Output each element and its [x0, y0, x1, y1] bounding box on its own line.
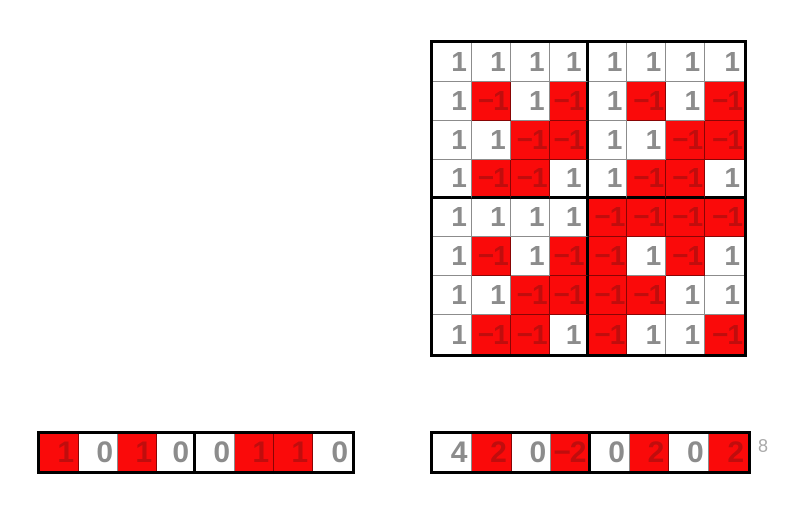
output-vector-cell: 2 — [472, 434, 512, 471]
output-vector-cell: 2 — [708, 434, 748, 471]
matrix-cell: 1 — [705, 43, 744, 82]
matrix-cell: −1 — [510, 120, 550, 160]
matrix-cell: 1 — [666, 315, 706, 354]
matrix-cell: −1 — [705, 315, 744, 354]
matrix-cell: 1 — [471, 198, 511, 238]
matrix-cell: −1 — [510, 276, 550, 316]
matrix-cell: −1 — [705, 81, 744, 121]
input-vector-cell: 1 — [235, 434, 274, 471]
matrix-cell: 1 — [549, 43, 589, 82]
matrix-cell: 1 — [705, 276, 744, 316]
matrix-cell: 1 — [588, 120, 628, 160]
matrix-cell: 1 — [705, 237, 744, 277]
output-vector-cell: −2 — [551, 434, 591, 471]
page-number: 8 — [758, 436, 769, 456]
matrix-cell: 1 — [549, 159, 589, 199]
matrix-cell: −1 — [549, 81, 589, 121]
matrix-cell: −1 — [471, 237, 511, 277]
output-vector-cell: 0 — [590, 434, 630, 471]
input-vector-cell: 1 — [274, 434, 313, 471]
matrix-cell: 1 — [588, 81, 628, 121]
matrix-cell: 1 — [588, 43, 628, 82]
output-vector-cell: 4 — [433, 434, 473, 471]
matrix-cell: 1 — [510, 81, 550, 121]
matrix-cell: −1 — [666, 198, 706, 238]
matrix-cell: 1 — [510, 198, 550, 238]
matrix-cell: 1 — [627, 120, 667, 160]
matrix-cell: −1 — [471, 159, 511, 199]
matrix-cell: −1 — [666, 159, 706, 199]
input-vector-cell: 0 — [313, 434, 352, 471]
matrix-cell: 1 — [510, 237, 550, 277]
matrix-cell: −1 — [588, 276, 628, 316]
matrix-cell: 1 — [666, 276, 706, 316]
input-vector-cell: 1 — [118, 434, 157, 471]
hadamard-matrix-grid: 1 1 1 1 1 1 1 1 1 −1 1 −1 1 −1 1 −1 1 1 −1 −1 1 1 −1 −1 1 −1 −1 1 1−… — [430, 40, 747, 357]
matrix-cell: −1 — [627, 81, 667, 121]
matrix-cell: 1 — [433, 159, 472, 199]
matrix-cell: 1 — [433, 237, 472, 277]
matrix-cell: −1 — [705, 120, 744, 160]
matrix-cell: −1 — [666, 120, 706, 160]
matrix-cell: 1 — [433, 198, 472, 238]
matrix-cell: −1 — [549, 237, 589, 277]
matrix-cell: 1 — [433, 43, 472, 82]
matrix-cell: −1 — [471, 315, 511, 354]
matrix-cell: 1 — [433, 276, 472, 316]
matrix-cell: 1 — [705, 159, 744, 199]
input-vector-cell: 0 — [196, 434, 235, 471]
matrix-cell: 1 — [471, 276, 511, 316]
matrix-cell: 1 — [433, 120, 472, 160]
matrix-cell: −1 — [627, 198, 667, 238]
matrix-cell: −1 — [588, 315, 628, 354]
matrix-cell: −1 — [666, 237, 706, 277]
matrix-cell: 1 — [471, 120, 511, 160]
output-vector-row: 4 2 0 −2 0 2 0 2 — [430, 431, 751, 474]
matrix-cell: −1 — [627, 276, 667, 316]
matrix-cell: 1 — [666, 81, 706, 121]
output-vector-cell: 0 — [669, 434, 709, 471]
output-vector-cell: 2 — [629, 434, 670, 471]
matrix-cell: −1 — [510, 315, 550, 354]
matrix-cell: −1 — [471, 81, 511, 121]
matrix-cell: 1 — [588, 159, 628, 199]
matrix-cell: 1 — [627, 43, 667, 82]
matrix-cell: 1 — [549, 198, 589, 238]
input-vector-cell: 0 — [157, 434, 196, 471]
matrix-cell: 1 — [549, 315, 589, 354]
input-vector-cell: 1 — [40, 434, 79, 471]
matrix-cell: 1 — [433, 315, 472, 354]
matrix-cell: −1 — [510, 159, 550, 199]
matrix-cell: −1 — [549, 120, 589, 160]
matrix-cell: 1 — [666, 43, 706, 82]
matrix-cell: −1 — [549, 276, 589, 316]
input-vector-cell: 0 — [79, 434, 118, 471]
matrix-cell: −1 — [627, 159, 667, 199]
matrix-cell: −1 — [588, 237, 628, 277]
output-vector-cell: 0 — [511, 434, 552, 471]
matrix-cell: 1 — [510, 43, 550, 82]
matrix-cell: 1 — [471, 43, 511, 82]
matrix-cell: 1 — [627, 237, 667, 277]
matrix-cell: 1 — [433, 81, 472, 121]
matrix-cell: −1 — [705, 198, 744, 238]
matrix-cell: 1 — [627, 315, 667, 354]
matrix-cell: −1 — [588, 198, 628, 238]
